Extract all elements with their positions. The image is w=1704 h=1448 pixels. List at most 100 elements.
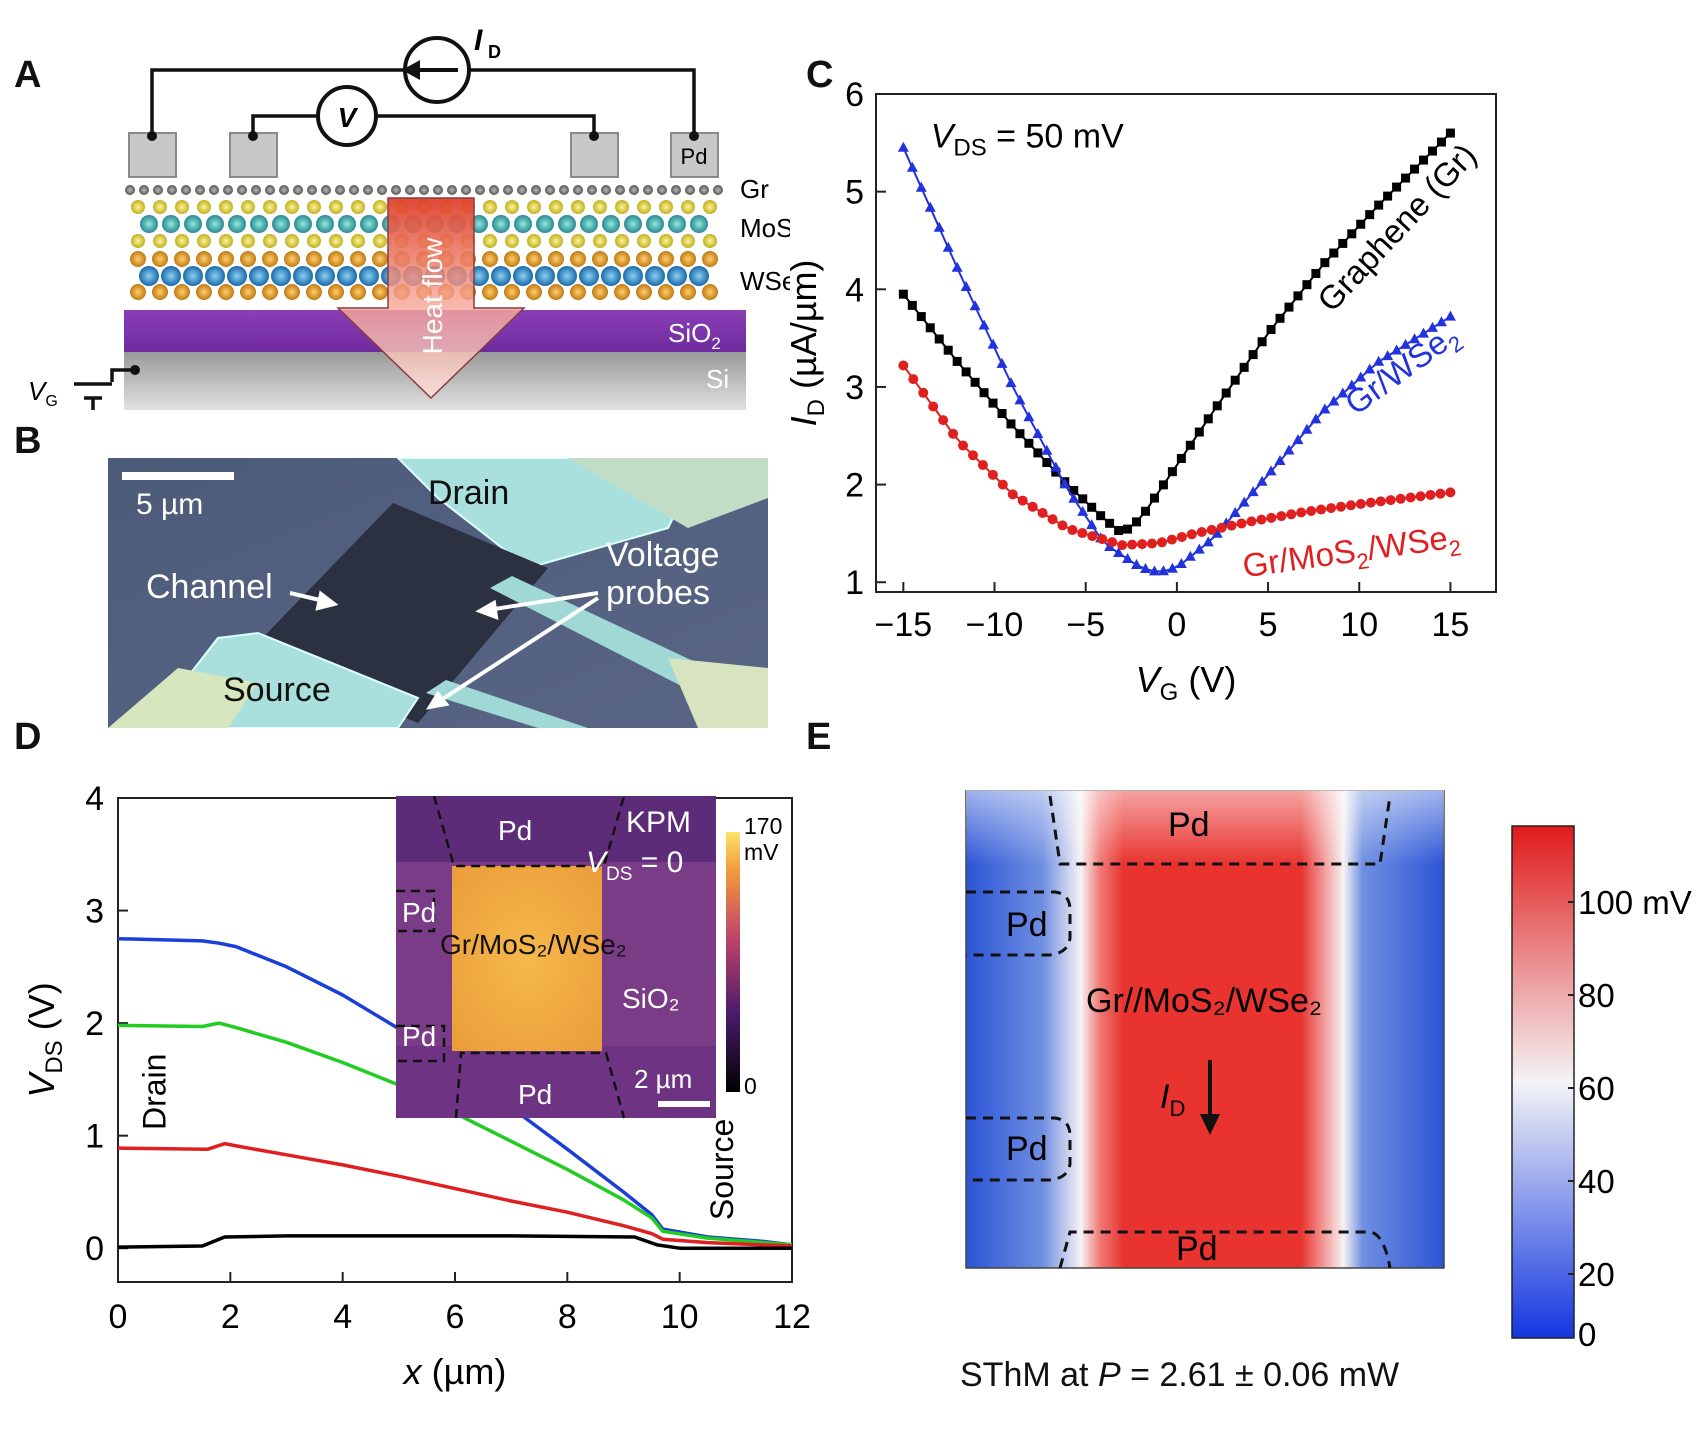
chart-c-xlabel: VG (V) xyxy=(1136,659,1237,706)
chart-c-point xyxy=(1069,485,1079,495)
chart-c-point xyxy=(948,428,959,439)
chart-c-point xyxy=(1383,191,1393,201)
chart-c-point xyxy=(1216,522,1227,533)
chart-c-point xyxy=(1206,524,1217,535)
cbar-tick-60: 60 xyxy=(1578,1070,1615,1107)
chart-c-point xyxy=(1236,518,1247,529)
chart-c-point xyxy=(928,401,939,412)
chart-c-point xyxy=(970,377,980,387)
chart-c-point xyxy=(987,469,998,480)
chart-c-point xyxy=(1202,536,1214,547)
chart-c-point xyxy=(1193,543,1205,554)
chart-c-point xyxy=(1087,531,1098,542)
chart-c-point xyxy=(1176,531,1187,542)
layer-label-si: Si xyxy=(706,364,729,394)
chart-c-point xyxy=(1166,534,1177,545)
chart-d-series-black xyxy=(117,1234,792,1250)
chart-c-ytick-label: 2 xyxy=(845,467,864,505)
chart-d-xtick-label: 2 xyxy=(221,1298,240,1336)
chart-c-point xyxy=(1444,310,1456,321)
chart-c-point xyxy=(1186,529,1197,540)
chart-c-point xyxy=(1196,526,1207,537)
chart-c-point xyxy=(1336,501,1346,512)
chart-c-point xyxy=(1127,539,1138,550)
chart-c-point xyxy=(1419,155,1429,165)
chart-d-ytick-label: 3 xyxy=(85,893,104,931)
chart-c-point xyxy=(1156,537,1167,548)
kpm-channel-region xyxy=(452,866,602,1051)
chart-c-point xyxy=(1221,388,1231,398)
voltmeter-icon xyxy=(316,85,378,147)
chart-c-point xyxy=(1137,539,1148,550)
chart-c-point xyxy=(1123,524,1133,534)
chart-c-point xyxy=(1184,550,1196,561)
chart-c-point xyxy=(1247,486,1259,497)
sthm-pd-left-1: Pd xyxy=(1006,906,1048,944)
chart-c-point xyxy=(918,387,929,398)
chart-c-point xyxy=(1117,540,1128,551)
chart-c-xtick-label: 0 xyxy=(1167,606,1186,644)
chart-c-point xyxy=(907,300,917,310)
chart-c-point xyxy=(924,201,936,212)
chart-c-point xyxy=(1400,338,1412,349)
chart-c-point xyxy=(1356,219,1366,229)
chart-d-xtick-label: 6 xyxy=(446,1298,465,1336)
chart-c-point xyxy=(1229,506,1241,517)
current-direction-arrow xyxy=(1200,1060,1220,1135)
chart-c-point xyxy=(1409,333,1421,344)
sthm-pd-top: Pd xyxy=(1168,806,1210,844)
chart-d-xtick-label: 8 xyxy=(558,1298,577,1336)
chart-c-point xyxy=(1057,520,1068,531)
chart-c-point xyxy=(1311,268,1321,278)
chart-d-xtick-label: 12 xyxy=(773,1298,810,1336)
chart-c-point xyxy=(1257,337,1267,347)
chart-c-point xyxy=(1286,509,1297,520)
chart-c-xtick-label: −10 xyxy=(966,606,1024,644)
current-source-label: I xyxy=(474,24,483,57)
chart-c-point xyxy=(988,398,998,408)
chart-c-point xyxy=(1265,465,1277,476)
chart-c-point xyxy=(1194,427,1204,437)
chart-c-point xyxy=(1050,461,1062,472)
chart-c-point xyxy=(1211,527,1223,538)
chart-c-point xyxy=(898,289,908,299)
chart-c-point xyxy=(934,334,944,344)
chart-c-point xyxy=(1401,173,1411,183)
panel-label-c: C xyxy=(806,54,834,96)
chart-c-point xyxy=(1316,504,1327,515)
chart-c-point xyxy=(1027,501,1038,512)
annotation-arrows xyxy=(289,590,600,710)
chart-c-point xyxy=(1373,355,1385,366)
chart-c-point xyxy=(1105,518,1115,528)
chart-c-point xyxy=(1302,280,1312,290)
chart-c-point xyxy=(1041,444,1053,455)
chart-c-point xyxy=(1375,496,1386,507)
chart-c-point xyxy=(1392,182,1402,192)
pd-contact-label: Pd xyxy=(681,144,708,169)
chart-c-point xyxy=(979,388,989,398)
chart-d-xtick-label: 4 xyxy=(333,1298,352,1336)
chart-c-point xyxy=(1266,512,1277,523)
chart-c-series-line xyxy=(902,132,1452,532)
panel-d-kpm-inset: Pd Pd Pd Pd Gr/MoS₂/WSe₂ SiO₂ KPM VDS = … xyxy=(396,796,782,1119)
chart-c-point xyxy=(1059,478,1071,489)
chart-c-point xyxy=(1256,514,1267,525)
chart-c-ylabel: ID (µA/µm) xyxy=(783,260,830,427)
chart-c-point xyxy=(1037,507,1048,518)
voltage-probes-label-2: probes xyxy=(606,574,710,612)
inset-pd-left-2: Pd xyxy=(402,1021,436,1052)
chart-c-point xyxy=(1337,387,1349,398)
chart-d-ylabel: VDS (V) xyxy=(21,982,68,1097)
chart-c-xtick-label: −5 xyxy=(1066,606,1105,644)
chart-c-point xyxy=(1077,505,1089,516)
chart-c-point xyxy=(908,374,919,385)
inset-vds-label: VDS = 0 xyxy=(586,846,683,885)
chart-c-point xyxy=(1014,394,1026,405)
chart-c-point xyxy=(1427,146,1437,156)
chart-c-ytick-label: 3 xyxy=(845,369,864,407)
chart-c-point xyxy=(925,323,935,333)
chart-c-point xyxy=(1310,413,1322,424)
heat-flow-label: Heat flow xyxy=(417,237,448,354)
chart-c-point xyxy=(898,360,909,371)
chart-c-point xyxy=(1319,403,1331,414)
